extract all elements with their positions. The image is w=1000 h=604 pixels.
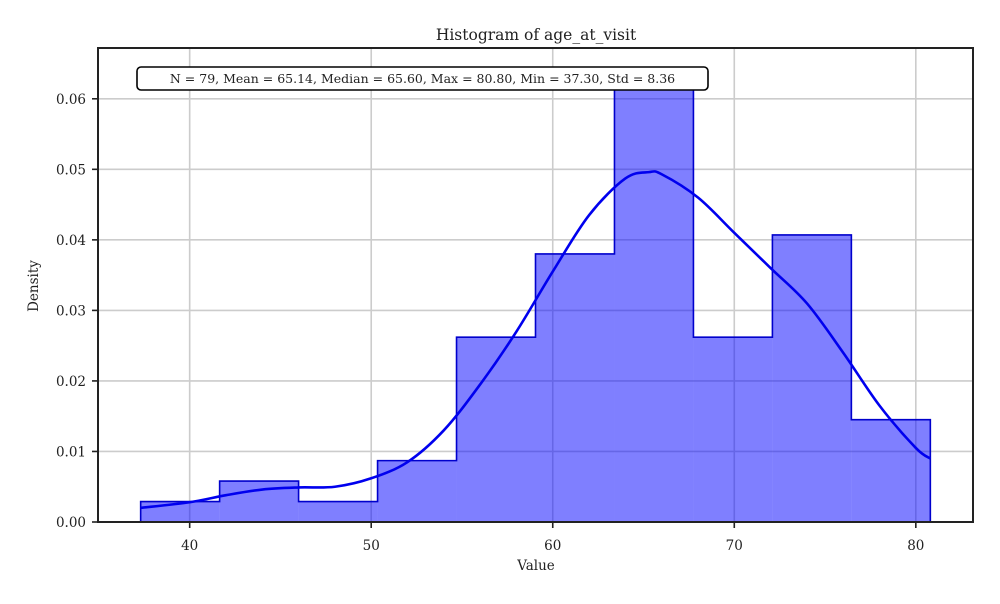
histogram-bar <box>614 84 694 522</box>
stats-annotation-box: N = 79, Mean = 65.14, Median = 65.60, Ma… <box>136 66 709 91</box>
histogram-bar <box>851 419 931 522</box>
histogram-step-outline <box>139 83 932 522</box>
x-tick-label: 80 <box>907 538 924 554</box>
axis-ticks: 40 50 60 70 80 0.00 0.01 0.02 0.03 0.04 0.05 0.06 <box>56 92 924 554</box>
x-tick-label: 70 <box>726 538 743 554</box>
kde-curve <box>140 170 932 510</box>
histogram-bar <box>535 253 615 522</box>
x-tick-label: 60 <box>544 538 561 554</box>
histogram-bar <box>377 460 457 522</box>
plot-frame <box>97 47 974 523</box>
y-tick-label: 0.01 <box>56 444 86 460</box>
x-tick-label: 40 <box>181 538 198 554</box>
x-axis-label: Value <box>516 558 555 574</box>
y-tick-label: 0.02 <box>56 374 86 390</box>
stats-annotation-text: N = 79, Mean = 65.14, Median = 65.60, Ma… <box>170 71 675 86</box>
stats-annotation-frame <box>136 66 709 91</box>
y-tick-label: 0.00 <box>56 515 86 531</box>
histogram-outline <box>139 83 932 522</box>
y-tick-label: 0.05 <box>56 162 86 178</box>
x-tick-label: 50 <box>363 538 380 554</box>
histogram-bar <box>772 234 852 522</box>
y-tick-label: 0.06 <box>56 92 86 108</box>
chart-title: Histogram of age_at_visit <box>436 26 637 44</box>
y-tick-label: 0.04 <box>56 233 86 249</box>
histogram-bar <box>298 501 378 522</box>
kde-curve-group <box>140 170 932 510</box>
histogram-bar <box>456 337 536 522</box>
y-axis-label: Density <box>26 260 42 312</box>
histogram-bar <box>693 337 773 522</box>
y-tick-label: 0.03 <box>56 303 86 319</box>
